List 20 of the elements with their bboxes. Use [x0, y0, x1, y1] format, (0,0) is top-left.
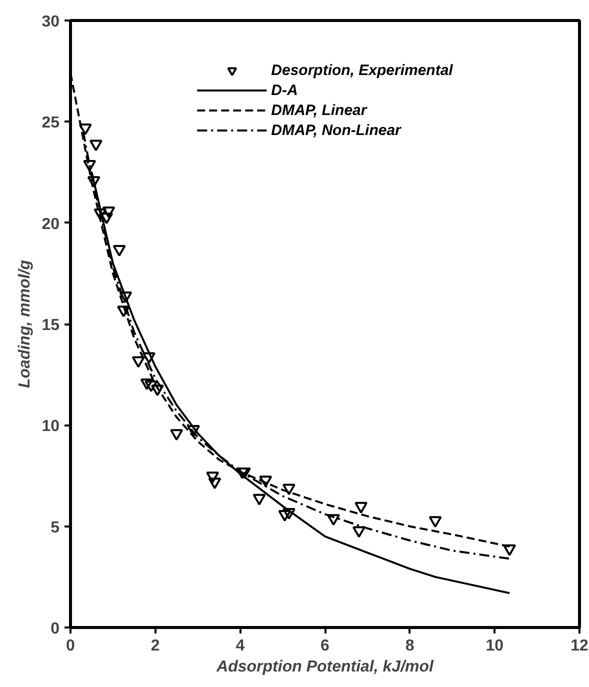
legend-label: DMAP, Linear — [271, 102, 367, 118]
y-tick-label: 0 — [50, 620, 60, 638]
x-tick-label: 8 — [405, 638, 414, 654]
x-tick-label: 10 — [486, 638, 504, 654]
x-tick-label: 12 — [570, 638, 588, 654]
legend-label: D-A — [271, 82, 298, 98]
x-tick-label: 6 — [320, 638, 330, 654]
y-tick-label: 10 — [42, 418, 60, 436]
legend-label: Desorption, Experimental — [271, 62, 453, 78]
x-tick-label: 4 — [236, 638, 245, 654]
x-axis-title: Adsorption Potential, kJ/mol — [216, 658, 434, 676]
y-tick-label: 20 — [42, 216, 60, 233]
y-tick-label: 5 — [50, 519, 60, 536]
legend-label: DMAP, Non-Linear — [271, 122, 401, 138]
y-axis-title: Loading, mmol/g — [16, 260, 34, 388]
x-tick-label: 2 — [150, 638, 160, 654]
x-tick-label: 0 — [66, 638, 76, 654]
y-tick-label: 25 — [42, 114, 60, 132]
y-tick-label: 15 — [42, 317, 60, 334]
y-tick-label: 30 — [42, 14, 60, 30]
